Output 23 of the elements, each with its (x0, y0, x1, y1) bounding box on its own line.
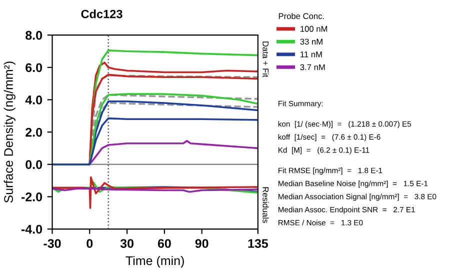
text: Data + Fit (262, 42, 269, 78)
y-tick-label: -2.0 (21, 192, 42, 202)
x-tick-label: 90 (195, 239, 208, 248)
y-tick-label: 2.0 (26, 128, 42, 137)
y-axis-title: Surface Density (ng/mm²) (4, 62, 16, 203)
text: Residuals (262, 187, 269, 223)
y-tick-label: 4.0 (25, 96, 42, 104)
x-tick-label: 0 (86, 239, 93, 248)
x-tick-label: 135 (248, 239, 268, 248)
x-axis-title: Time (min) (126, 256, 184, 268)
chart-title: Cdc123 (81, 10, 122, 18)
y-tick-label: -4.0 (21, 224, 42, 234)
y-tick-label: 0.0 (26, 160, 42, 170)
legend-label: 11 nM (300, 52, 322, 58)
legend-title: Probe Conc. (278, 12, 324, 20)
legend-label: 3.7 nM (300, 64, 325, 70)
legend-label: 100 nM (300, 26, 328, 32)
legend-label: 33 nM (300, 38, 322, 45)
x-tick-label: 60 (158, 239, 171, 248)
y-tick-label: 8.0 (26, 30, 42, 40)
x-tick-label: -30 (44, 239, 61, 248)
x-tick-label: 30 (120, 239, 134, 248)
y-tick-label: 6.0 (26, 63, 42, 72)
